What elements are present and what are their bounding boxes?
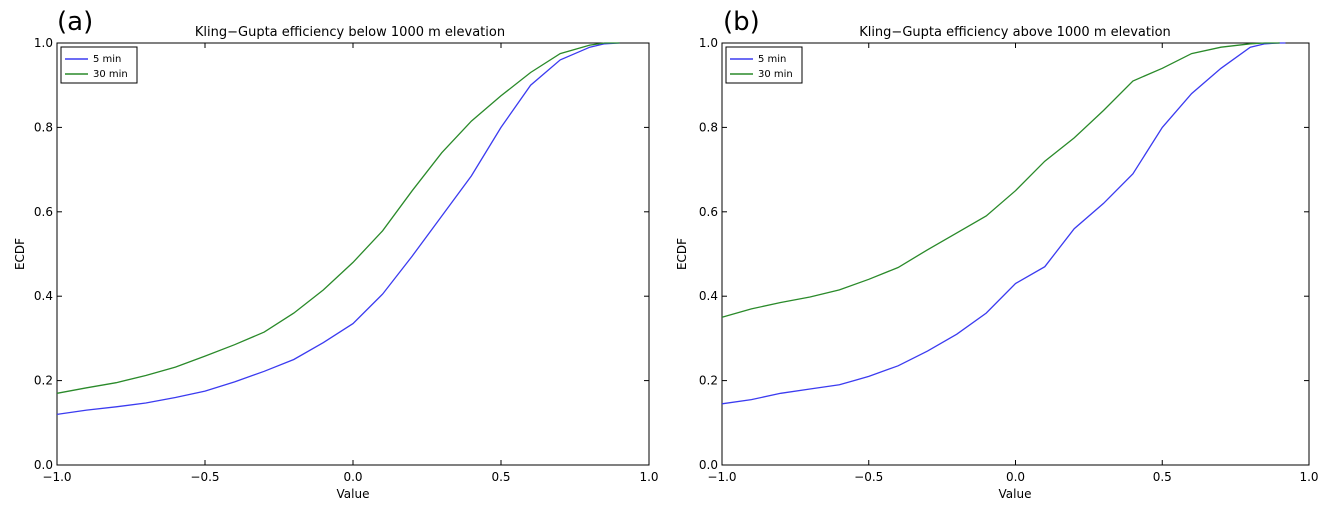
y-tick-label-a-2: 0.4 xyxy=(34,289,53,303)
plot-area-a xyxy=(56,42,650,466)
y-tick-label-b-4: 0.8 xyxy=(699,120,718,134)
series-line-b-30min xyxy=(721,42,1280,318)
chart-title-a: Kling−Gupta efficiency below 1000 m elev… xyxy=(195,25,505,40)
x-tick-label-a-1: −0.5 xyxy=(190,470,219,484)
y-axis-label-a: ECDF xyxy=(13,238,27,270)
y-tick-label-a-0: 0.0 xyxy=(34,458,53,472)
y-tick-label-a-1: 0.2 xyxy=(34,374,53,388)
legend-a: 5 min 30 min xyxy=(60,46,138,84)
x-tick-label-b-4: 1.0 xyxy=(1299,470,1318,484)
legend-box-a xyxy=(60,46,138,84)
legend-label-b-5min: 5 min xyxy=(758,54,786,65)
y-tick-label-b-3: 0.6 xyxy=(699,205,718,219)
ticks-b: −1.0 −0.5 0.0 0.5 1.0 0.0 0.2 0.4 0.6 0.8 1.0 xyxy=(699,36,1319,484)
series-line-a-5min xyxy=(56,42,620,416)
x-tick-label-a-2: 0.0 xyxy=(343,470,362,484)
y-tick-label-b-1: 0.2 xyxy=(699,374,718,388)
legend-box-b xyxy=(725,46,803,84)
legend-label-a-30min: 30 min xyxy=(93,69,128,80)
series-lines-b xyxy=(721,42,1286,405)
ticks-a: −1.0 −0.5 0.0 0.5 1.0 0.0 0.2 0.4 0.6 0.8 1.0 xyxy=(34,36,659,484)
x-tick-label-a-0: −1.0 xyxy=(42,470,71,484)
series-line-b-5min xyxy=(721,42,1286,405)
series-lines-a xyxy=(56,42,620,416)
chart-title-b: Kling−Gupta efficiency above 1000 m elev… xyxy=(859,25,1171,40)
legend-label-a-5min: 5 min xyxy=(93,54,121,65)
chart-panel-a: (a) Kling−Gupta efficiency below 1000 m … xyxy=(13,7,659,501)
y-axis-label-b: ECDF xyxy=(675,238,689,270)
legend-b: 5 min 30 min xyxy=(725,46,803,84)
y-tick-label-a-3: 0.6 xyxy=(34,205,53,219)
x-tick-label-b-2: 0.0 xyxy=(1006,470,1025,484)
x-tick-label-b-1: −0.5 xyxy=(854,470,883,484)
x-tick-label-b-0: −1.0 xyxy=(707,470,736,484)
legend-label-b-30min: 30 min xyxy=(758,69,793,80)
panel-label-b: (b) xyxy=(723,7,760,37)
x-axis-label-b: Value xyxy=(999,487,1032,501)
y-tick-label-b-5: 1.0 xyxy=(699,36,718,50)
plot-area-b xyxy=(721,42,1310,466)
y-tick-label-a-5: 1.0 xyxy=(34,36,53,50)
series-line-a-30min xyxy=(56,42,620,394)
y-tick-label-a-4: 0.8 xyxy=(34,120,53,134)
y-tick-label-b-0: 0.0 xyxy=(699,458,718,472)
chart-panel-b: (b) Kling−Gupta efficiency above 1000 m … xyxy=(675,7,1319,501)
x-tick-label-a-3: 0.5 xyxy=(491,470,510,484)
panel-label-a: (a) xyxy=(57,7,93,37)
y-tick-label-b-2: 0.4 xyxy=(699,289,718,303)
x-tick-label-b-3: 0.5 xyxy=(1153,470,1172,484)
x-axis-label-a: Value xyxy=(337,487,370,501)
x-tick-label-a-4: 1.0 xyxy=(639,470,658,484)
